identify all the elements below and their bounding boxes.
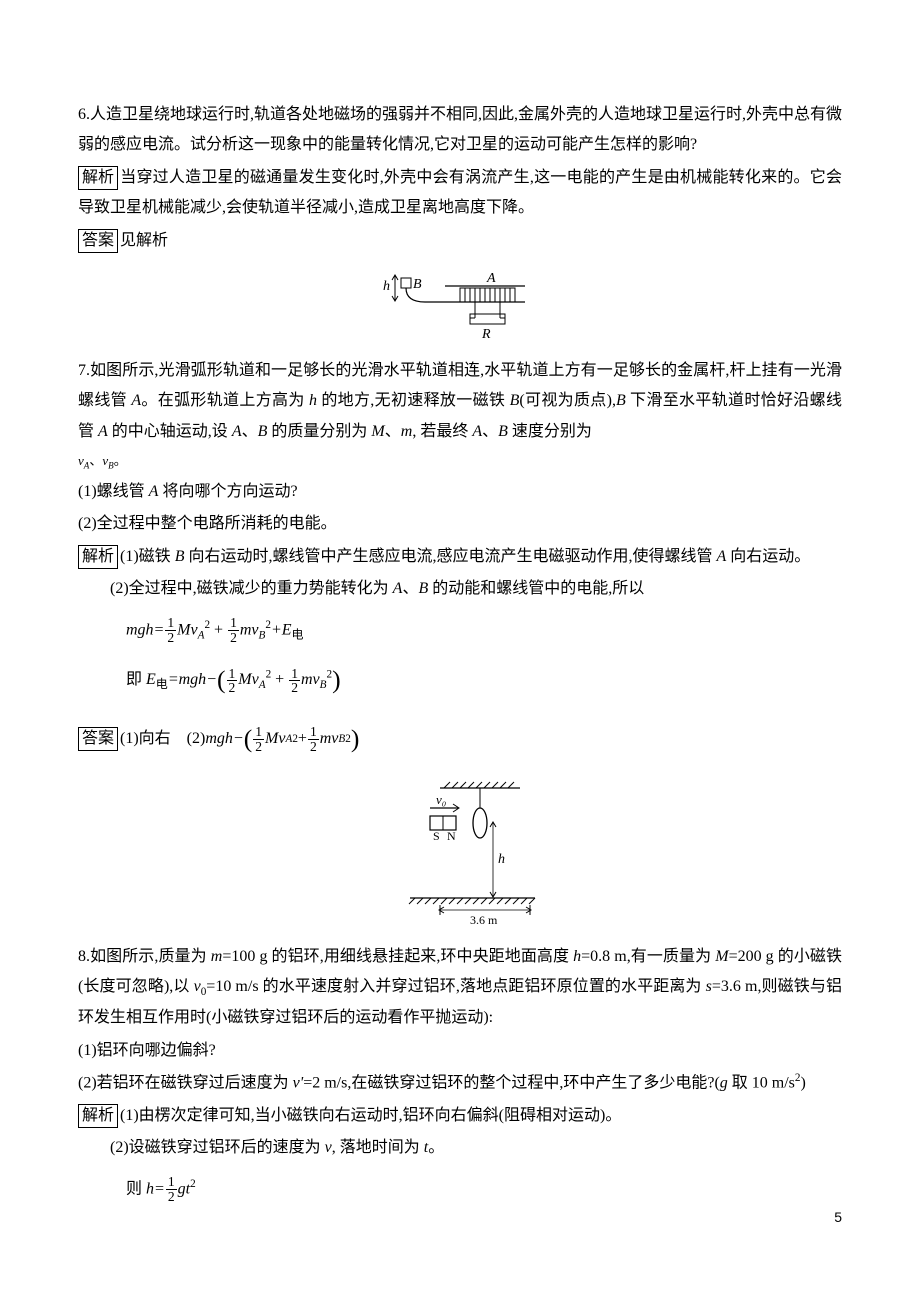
svg-text:h: h: [383, 279, 390, 294]
q7-formula2: 即 E电=mgh−(12MvA2 + 12mvB2): [126, 656, 842, 705]
q8-text: 8.如图所示,质量为 m=100 g 的铝环,用细线悬挂起来,环中央距地面高度 …: [78, 942, 842, 1034]
q7-vavb: vA、vB。: [78, 449, 842, 475]
q7-sub1: (1)螺线管 A 将向哪个方向运动?: [78, 477, 842, 507]
q8-sub2: (2)若铝环在磁铁穿过后速度为 v'=2 m/s,在磁铁穿过铝环的整个过程中,环…: [78, 1068, 842, 1099]
svg-text:3.6 m: 3.6 m: [470, 913, 498, 927]
q7-answer: 答案 (1)向右 (2) mgh−(12MvA2 + 12mvB2): [78, 715, 842, 764]
q7-jiexi: 解析(1)磁铁 B 向右运动时,螺线管中产生感应电流,感应电流产生电磁驱动作用,…: [78, 542, 842, 572]
svg-text:N: N: [447, 829, 456, 843]
q8-jiexi1: 解析(1)由楞次定律可知,当小磁铁向右运动时,铝环向右偏斜(阻碍相对运动)。: [78, 1101, 842, 1131]
q8-sub1: (1)铝环向哪边偏斜?: [78, 1036, 842, 1066]
q8-diagram: S N v₀ h 3.6 m: [78, 778, 842, 928]
svg-text:A: A: [486, 271, 496, 286]
jiexi-label: 解析: [78, 166, 118, 190]
q7-text: 7.如图所示,光滑弧形轨道和一足够长的光滑水平轨道相连,水平轨道上方有一足够长的…: [78, 356, 842, 447]
svg-text:v₀: v₀: [436, 792, 446, 807]
q7-formula1: mgh=12MvA2 + 12mvB2+E电: [126, 615, 842, 647]
q6-jiexi-text: 当穿过人造卫星的磁通量发生变化时,外壳中会有涡流产生,这一电能的产生是由机械能转…: [78, 169, 842, 216]
q7-sub2: (2)全过程中整个电路所消耗的电能。: [78, 509, 842, 539]
svg-text:S: S: [433, 829, 440, 843]
q6-analysis: 解析当穿过人造卫星的磁通量发生变化时,外壳中会有涡流产生,这一电能的产生是由机械…: [78, 163, 842, 224]
q8-formula: 则 h=12gt2: [126, 1174, 842, 1205]
q6-text: 6.人造卫星绕地球运行时,轨道各处地磁场的强弱并不相同,因此,金属外壳的人造地球…: [78, 100, 842, 161]
q8-jiexi2: (2)设磁铁穿过铝环后的速度为 v, 落地时间为 t。: [78, 1133, 842, 1163]
q6-daan-text: 见解析: [120, 232, 168, 249]
q7-diagram: h B A R: [78, 270, 842, 342]
q6-answer: 答案见解析: [78, 226, 842, 256]
q7-jiexi2: (2)全过程中,磁铁减少的重力势能转化为 A、B 的动能和螺线管中的电能,所以: [78, 574, 842, 604]
svg-text:R: R: [481, 327, 491, 342]
jiexi-label: 解析: [78, 1104, 118, 1128]
page-number: 5: [834, 1204, 842, 1231]
svg-text:B: B: [413, 277, 422, 292]
jiexi-label: 解析: [78, 545, 118, 569]
svg-text:h: h: [498, 852, 505, 867]
daan-label: 答案: [78, 727, 118, 751]
daan-label: 答案: [78, 229, 118, 253]
